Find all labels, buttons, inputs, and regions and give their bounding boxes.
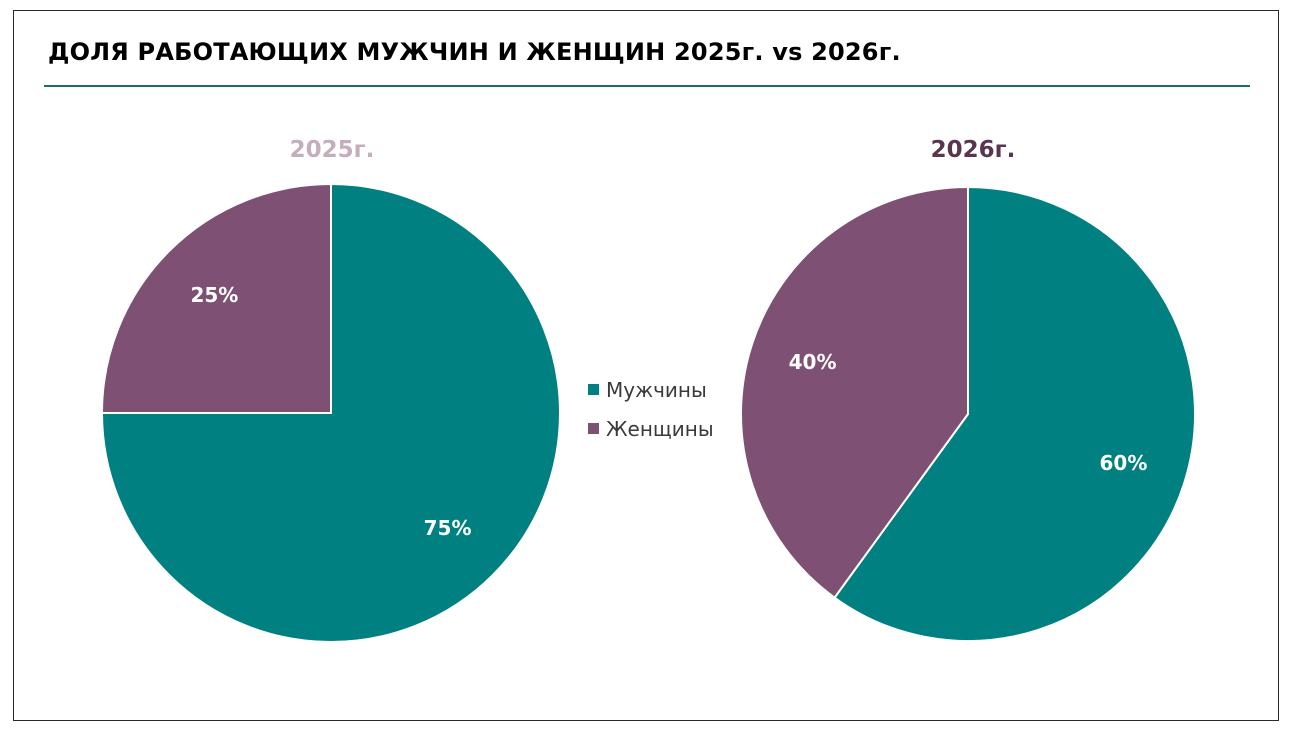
pie-title-2026: 2026г. <box>930 137 1016 163</box>
legend-item-women: Женщины <box>588 409 714 448</box>
legend: Мужчины Женщины <box>588 370 714 448</box>
legend-label-women: Женщины <box>606 416 714 441</box>
data-label-2025-men: 75% <box>424 516 472 540</box>
legend-swatch-men <box>588 384 599 395</box>
legend-item-men: Мужчины <box>588 370 714 409</box>
page-title: ДОЛЯ РАБОТАЮЩИХ МУЖЧИН И ЖЕНЩИН 2025г. v… <box>48 38 901 66</box>
pie-slice-2026-women <box>740 185 969 600</box>
pie-title-2025: 2025г. <box>289 137 375 163</box>
legend-swatch-women <box>588 423 599 434</box>
pie-slice-2025-women <box>100 182 332 414</box>
pie-slice-2026-men <box>833 185 1196 642</box>
legend-label-men: Мужчины <box>606 377 707 402</box>
title-divider <box>44 85 1250 87</box>
data-label-2025-women: 25% <box>190 283 238 307</box>
pie-slice-2025-men <box>100 182 561 643</box>
data-label-2026-women: 40% <box>789 350 837 374</box>
data-label-2026-men: 60% <box>1100 451 1148 475</box>
